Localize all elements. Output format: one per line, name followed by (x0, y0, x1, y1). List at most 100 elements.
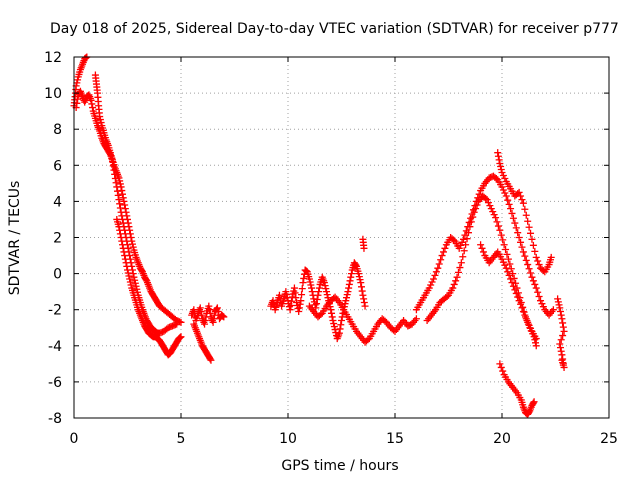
data-point-marker (116, 177, 124, 185)
grid-lines (74, 57, 609, 418)
data-point-marker (133, 285, 141, 293)
data-point-marker (514, 229, 522, 237)
data-point-marker (293, 298, 301, 306)
data-point-marker (305, 275, 313, 283)
data-point-marker (531, 247, 539, 255)
data-point-marker (311, 301, 319, 309)
data-point-marker (559, 323, 567, 331)
data-point-marker (290, 284, 298, 292)
data-point-marker (299, 279, 307, 287)
data-point-marker (109, 158, 117, 166)
data-point-marker (74, 76, 82, 84)
data-point-marker (504, 268, 512, 276)
data-point-marker (496, 159, 504, 167)
data-point-marker (558, 315, 566, 323)
data-point-marker (205, 302, 213, 310)
data-point-marker (430, 275, 438, 283)
data-point-marker (438, 252, 446, 260)
data-point-marker (115, 223, 123, 231)
data-point-marker (498, 169, 506, 177)
data-point-marker (177, 318, 185, 326)
data-point-marker (508, 279, 516, 287)
data-point-marker (330, 320, 338, 328)
data-point-marker (434, 264, 442, 272)
data-point-marker (120, 197, 128, 205)
data-point-marker (495, 156, 503, 164)
data-point-marker (458, 238, 466, 246)
data-point-marker (120, 248, 128, 256)
data-point-marker (532, 253, 540, 261)
data-point-marker (96, 113, 104, 121)
data-point-marker (473, 201, 481, 209)
data-point-marker (297, 297, 305, 305)
data-point-marker (464, 229, 472, 237)
data-point-marker (453, 273, 461, 281)
data-point-marker (201, 317, 209, 325)
data-point-marker (521, 311, 529, 319)
data-point-marker (292, 294, 300, 302)
data-point-marker (117, 208, 125, 216)
data-point-marker (532, 342, 540, 350)
series-seg-h (423, 192, 540, 350)
data-point-marker (428, 278, 436, 286)
data-point-marker (342, 297, 350, 305)
series-seg-g (412, 172, 557, 319)
data-point-marker (529, 241, 537, 249)
data-point-marker (338, 317, 345, 325)
data-point-marker (220, 313, 228, 321)
y-tick-label: 10 (44, 86, 62, 102)
data-point-marker (107, 152, 115, 160)
data-point-marker (559, 332, 567, 340)
data-point-marker (511, 286, 519, 294)
data-point-marker (360, 298, 368, 306)
data-point-marker (496, 360, 504, 368)
data-point-marker (355, 273, 363, 281)
data-point-marker (313, 295, 321, 303)
data-point-marker (443, 292, 451, 300)
data-point-marker (454, 268, 462, 276)
data-point-marker (315, 288, 323, 296)
data-point-marker (527, 324, 535, 332)
data-point-marker (308, 288, 316, 296)
data-point-marker (119, 190, 127, 198)
data-point-marker (475, 190, 483, 198)
data-point-marker (535, 292, 543, 300)
data-point-marker (506, 260, 514, 268)
data-point-marker (556, 344, 564, 352)
y-tick-label: -6 (48, 375, 62, 391)
data-point-marker (342, 294, 350, 302)
data-point-marker (119, 244, 127, 252)
data-point-marker (122, 259, 130, 267)
data-point-marker (360, 244, 368, 252)
data-point-marker (343, 291, 351, 299)
data-point-marker (109, 162, 117, 170)
data-point-marker (308, 284, 316, 292)
data-point-marker (287, 301, 295, 309)
data-point-marker (484, 199, 492, 207)
x-tick-label: 0 (70, 431, 79, 447)
data-point-marker (534, 288, 542, 296)
data-point-marker (196, 304, 204, 312)
data-point-marker (115, 196, 123, 204)
data-point-marker (440, 248, 448, 256)
data-point-marker (173, 320, 181, 328)
series-seg-f (305, 235, 420, 346)
chart-title: Day 018 of 2025, Sidereal Day-to-day VTE… (50, 21, 619, 37)
y-tick-label: 8 (53, 122, 62, 138)
data-point-marker (517, 192, 525, 200)
data-point-marker (335, 329, 343, 337)
data-point-marker (554, 295, 562, 303)
data-point-marker (282, 288, 290, 296)
data-point-marker (131, 279, 139, 287)
series-seg-j (496, 295, 568, 418)
y-tick-label: 12 (44, 50, 62, 66)
data-point-marker (515, 188, 523, 196)
data-point-marker (358, 287, 366, 295)
data-point-marker (124, 266, 131, 274)
data-point-marker (296, 300, 304, 308)
data-point-marker (214, 308, 222, 316)
data-point-marker (499, 367, 507, 375)
data-point-marker (117, 234, 125, 241)
data-point-marker (336, 325, 344, 333)
data-points (70, 53, 568, 418)
